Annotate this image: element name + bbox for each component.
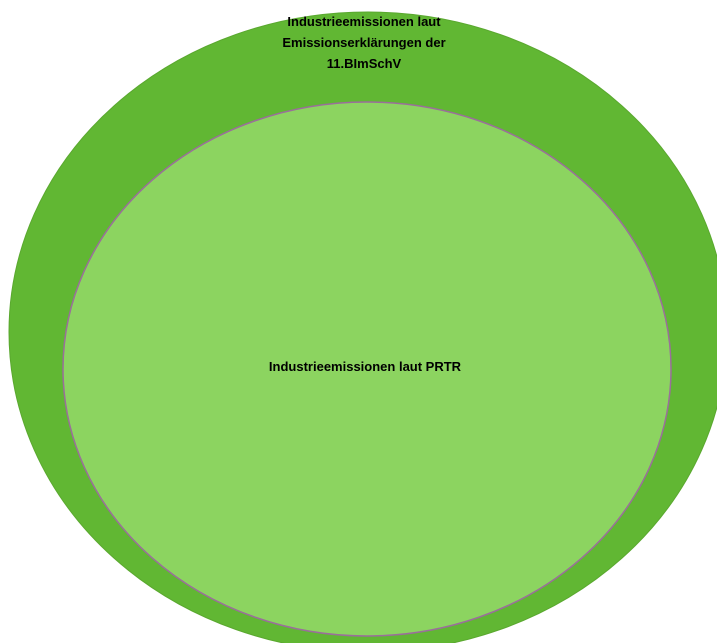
outer-set-label-line-3: 11.BImSchV — [326, 56, 402, 71]
outer-set-label-line-2: Emissionserklärungen der — [282, 35, 446, 50]
outer-set-label: Industrieemissionen laut Emissionserklär… — [228, 11, 500, 74]
outer-set-label-line-1: Industrieemissionen laut — [287, 14, 441, 29]
inner-set-ellipse — [62, 101, 672, 637]
inner-set-label: Industrieemissionen laut PRTR — [268, 359, 462, 374]
